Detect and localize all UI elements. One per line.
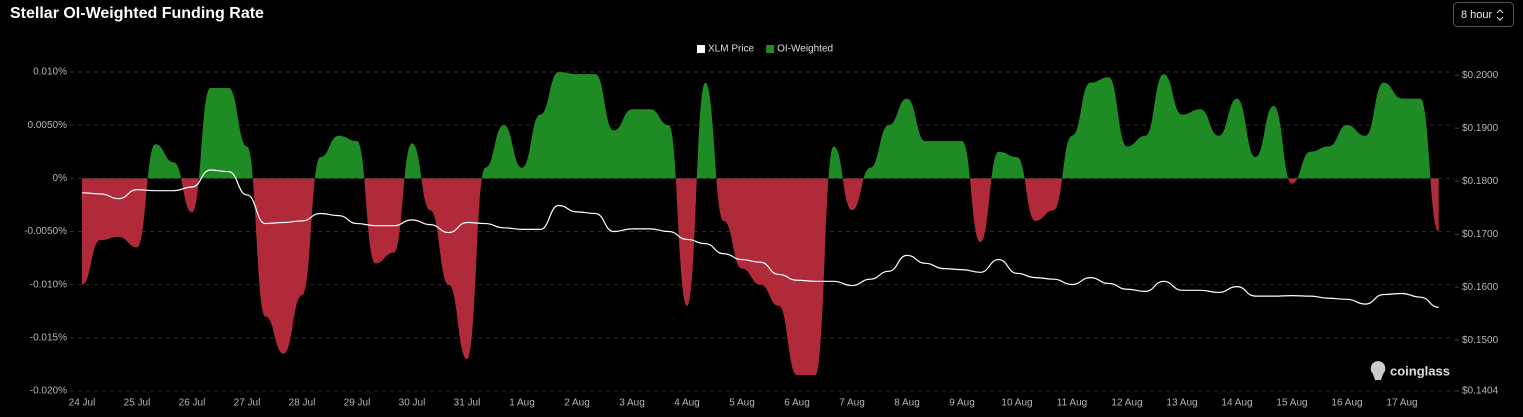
x-tick-label: 31 Jul xyxy=(454,398,481,409)
watermark-icon xyxy=(1370,361,1386,380)
legend-swatch xyxy=(766,45,775,53)
x-tick-label: 13 Aug xyxy=(1166,398,1197,409)
x-tick-label: 28 Jul xyxy=(289,398,316,409)
x-tick-label: 5 Aug xyxy=(729,398,755,409)
x-tick-label: 2 Aug xyxy=(564,398,590,409)
x-tick-label: 6 Aug xyxy=(784,398,810,409)
x-tick-label: 11 Aug xyxy=(1057,398,1087,409)
y-tick-label: 0.0050% xyxy=(28,120,68,131)
x-tick-label: 26 Jul xyxy=(179,398,206,409)
select-box[interactable] xyxy=(1453,2,1514,27)
y2-tick-label: $0.2000 xyxy=(1462,70,1499,81)
x-tick-label: 8 Aug xyxy=(894,398,920,409)
y-tick-label: 0% xyxy=(53,173,68,184)
x-tick-label: 30 Jul xyxy=(399,398,426,409)
funding-area xyxy=(82,72,1439,376)
x-tick-label: 10 Aug xyxy=(1001,398,1032,409)
x-tick-label: 1 Aug xyxy=(509,398,535,409)
legend-swatch xyxy=(697,45,705,53)
y-tick-label: -0.020% xyxy=(30,386,67,397)
x-tick-label: 29 Jul xyxy=(344,398,371,409)
y-tick-label: 0.010% xyxy=(33,67,67,78)
x-tick-label: 17 Aug xyxy=(1386,398,1417,409)
y-tick-label: -0.0050% xyxy=(24,226,67,237)
watermark-text: coinglass xyxy=(1390,363,1450,378)
legend-label: OI-Weighted xyxy=(777,44,833,55)
y2-tick-label: $0.1700 xyxy=(1462,229,1499,240)
x-tick-label: 9 Aug xyxy=(949,398,975,409)
x-tick-label: 14 Aug xyxy=(1221,398,1252,409)
y2-tick-label: $0.1900 xyxy=(1462,123,1499,134)
chart-title: Stellar OI-Weighted Funding Rate xyxy=(10,5,264,22)
x-tick-label: 16 Aug xyxy=(1331,398,1362,409)
interval-select[interactable]: 8 hour xyxy=(1453,2,1514,27)
y2-tick-label: $0.1800 xyxy=(1462,176,1499,187)
y-tick-label: -0.010% xyxy=(30,279,67,290)
x-tick-label: 27 Jul xyxy=(234,398,261,409)
legend-label: XLM Price xyxy=(708,44,755,55)
x-tick-label: 25 Jul xyxy=(124,398,151,409)
select-label[interactable]: 8 hour xyxy=(1461,9,1493,21)
price-line xyxy=(81,169,1439,308)
y2-tick-label: $0.1404 xyxy=(1462,386,1499,397)
y2-tick-label: $0.1500 xyxy=(1462,335,1499,346)
x-tick-label: 7 Aug xyxy=(839,398,865,409)
y-tick-label: -0.015% xyxy=(30,332,67,343)
x-tick-label: 15 Aug xyxy=(1276,398,1307,409)
x-tick-label: 4 Aug xyxy=(674,398,700,409)
x-tick-label: 3 Aug xyxy=(619,398,645,409)
x-tick-label: 12 Aug xyxy=(1111,398,1142,409)
y2-tick-label: $0.1600 xyxy=(1462,282,1499,293)
x-tick-label: 24 Jul xyxy=(69,398,96,409)
watermark: coinglass xyxy=(1370,361,1450,380)
select-icon xyxy=(1496,9,1504,21)
